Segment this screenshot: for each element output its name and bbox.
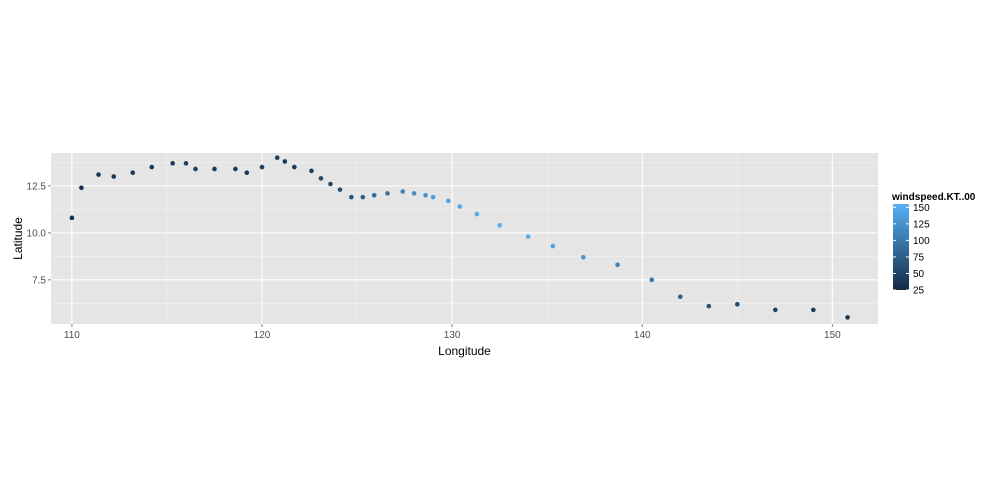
data-point — [282, 159, 288, 164]
data-point — [183, 161, 189, 166]
data-point — [371, 192, 377, 198]
data-point — [649, 277, 655, 283]
minor-gridlines — [51, 153, 878, 324]
data-point — [292, 164, 297, 170]
data-point — [79, 185, 84, 191]
legend-breaks: 150 125 100 75 50 25 — [893, 203, 930, 297]
legend-break-label: 125 — [913, 219, 930, 230]
data-point — [735, 301, 740, 307]
data-point — [411, 191, 417, 196]
data-point — [233, 166, 238, 172]
y-tick-label: 7.5 — [32, 275, 46, 286]
data-point — [400, 189, 406, 194]
data-point — [259, 164, 265, 170]
data-point — [274, 155, 280, 160]
data-point — [845, 315, 850, 320]
data-point — [581, 254, 586, 260]
legend: windspeed.KT..00 150 125 100 75 50 25 — [891, 192, 976, 297]
data-point — [337, 187, 343, 192]
data-point — [170, 161, 175, 166]
x-axis-title: Longitude — [438, 344, 491, 358]
legend-break-label: 25 — [913, 286, 925, 297]
legend-break-label: 50 — [913, 269, 925, 280]
y-axis-title: Latitude — [11, 217, 25, 260]
data-point — [525, 234, 531, 239]
data-point — [550, 243, 556, 249]
data-point — [615, 262, 620, 268]
legend-colorbar — [893, 204, 909, 290]
data-point — [309, 168, 314, 174]
data-point — [457, 204, 463, 209]
data-point — [446, 198, 451, 204]
data-point — [430, 194, 436, 200]
legend-break-label: 100 — [913, 236, 930, 247]
data-point — [96, 172, 101, 177]
x-tick-label: 110 — [64, 330, 80, 341]
data-point — [149, 164, 155, 170]
data-point — [677, 294, 683, 300]
data-point — [328, 181, 333, 187]
data-point — [130, 170, 136, 176]
x-tick-label: 150 — [824, 330, 841, 341]
data-points — [69, 155, 850, 320]
x-tick-label: 120 — [254, 330, 271, 341]
data-point — [111, 174, 117, 179]
x-tick-label: 140 — [634, 330, 651, 341]
data-point — [212, 166, 217, 172]
y-axis-ticks: 7.5 10.0 12.5 — [27, 181, 51, 286]
x-tick-label: 130 — [444, 330, 461, 341]
major-gridlines — [51, 153, 878, 324]
data-point — [497, 223, 502, 228]
legend-break-label: 150 — [913, 203, 930, 214]
x-axis-ticks: 110 120 130 140 150 — [64, 324, 841, 341]
data-point — [69, 215, 75, 221]
data-point — [349, 194, 354, 200]
data-point — [811, 307, 816, 313]
data-point — [318, 176, 324, 181]
data-point — [244, 170, 250, 176]
y-tick-label: 10.0 — [27, 228, 47, 239]
plot-panel — [51, 153, 878, 324]
data-point — [773, 307, 778, 313]
data-point — [474, 211, 480, 217]
legend-break-label: 75 — [913, 252, 925, 263]
data-point — [385, 191, 390, 196]
data-point — [706, 303, 712, 309]
data-point — [360, 194, 366, 200]
legend-title: windspeed.KT..00 — [891, 192, 976, 203]
data-point — [423, 192, 428, 198]
y-tick-label: 12.5 — [27, 181, 47, 192]
data-point — [193, 166, 198, 172]
